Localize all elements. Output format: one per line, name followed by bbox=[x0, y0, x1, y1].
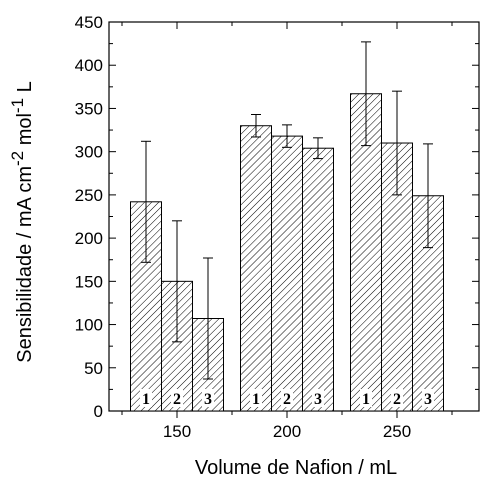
bar-number-label: 3 bbox=[424, 391, 432, 408]
y-tick-label: 50 bbox=[84, 359, 103, 378]
bar-number-bg bbox=[391, 389, 403, 407]
bar-number-bg bbox=[171, 389, 183, 407]
bar-number-bg bbox=[250, 389, 262, 407]
y-axis-title: Sensibilidade / mA cm-2 mol-1 L bbox=[8, 81, 36, 363]
bar-200-1 bbox=[240, 125, 272, 412]
bar-number-bg bbox=[202, 389, 214, 407]
y-tick-label: 200 bbox=[75, 229, 103, 248]
bar-number-label: 3 bbox=[204, 391, 212, 408]
x-tick-label: 200 bbox=[273, 422, 301, 441]
y-tick-label: 400 bbox=[75, 56, 103, 75]
bar-number-label: 1 bbox=[362, 391, 370, 408]
x-axis-title: Volume de Nafion / mL bbox=[195, 457, 397, 479]
y-axis: 0 50 100 150 200 250 300 350 400 450 bbox=[75, 13, 479, 421]
y-tick-label: 0 bbox=[94, 402, 103, 421]
bar-number-bg bbox=[422, 389, 434, 407]
bar-number-label: 2 bbox=[173, 391, 181, 408]
bar-number-bg bbox=[312, 389, 324, 407]
y-tick-label: 300 bbox=[75, 143, 103, 162]
error-bars-group bbox=[141, 41, 433, 380]
bar-number-labels: 1 2 3 1 2 3 1 2 3 bbox=[140, 389, 434, 408]
x-axis: 150 200 250 bbox=[121, 22, 453, 441]
bar-200-2 bbox=[271, 135, 303, 412]
y-tick-label: 100 bbox=[75, 316, 103, 335]
bar-number-bg bbox=[281, 389, 293, 407]
y-tick-label: 350 bbox=[75, 99, 103, 118]
bar-200-3 bbox=[302, 147, 334, 412]
y-tick-label: 450 bbox=[75, 13, 103, 32]
bar-number-label: 2 bbox=[393, 391, 401, 408]
bar-number-bg bbox=[360, 389, 372, 407]
x-tick-label: 250 bbox=[383, 422, 411, 441]
bar-number-bg bbox=[140, 389, 152, 407]
y-tick-label: 250 bbox=[75, 186, 103, 205]
bar-number-label: 1 bbox=[252, 391, 260, 408]
y-tick-label: 150 bbox=[75, 272, 103, 291]
x-tick-label: 150 bbox=[163, 422, 191, 441]
bar-number-label: 1 bbox=[142, 391, 150, 408]
bar-number-label: 3 bbox=[314, 391, 322, 408]
bar-250-1 bbox=[350, 93, 382, 412]
bar-number-label: 2 bbox=[283, 391, 291, 408]
